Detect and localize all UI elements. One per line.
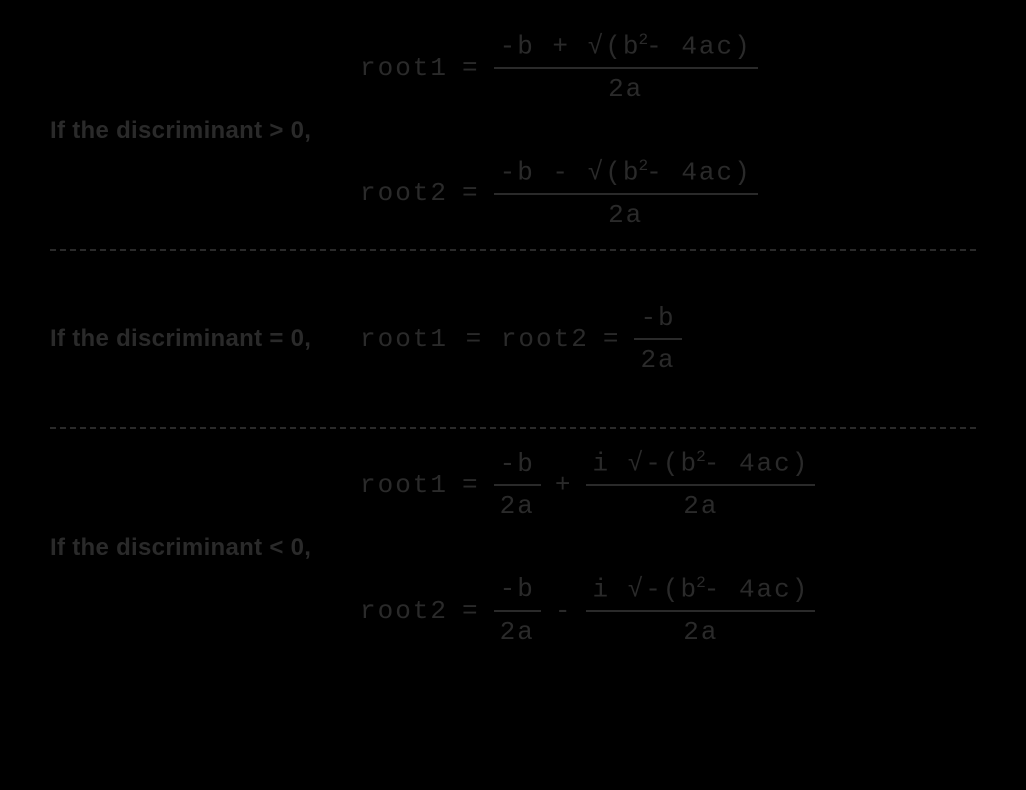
numerator: i √-(b2- 4ac) bbox=[586, 447, 815, 484]
equals-sign: = bbox=[462, 596, 480, 626]
formula-root2: root2 = -b - √(b2- 4ac) 2a bbox=[360, 156, 976, 232]
operator: - bbox=[555, 596, 573, 626]
case-negative-discriminant: If the discriminant < 0, root1 = -b 2a +… bbox=[50, 447, 976, 648]
formula-group: root1 = -b 2a + i √-(b2- 4ac) 2a root2 =… bbox=[360, 447, 976, 648]
numerator: -b bbox=[494, 573, 541, 610]
formula-group: root1 = root2 = -b 2a bbox=[360, 302, 976, 377]
denominator: 2a bbox=[494, 484, 541, 523]
lhs: root1 = root2 bbox=[360, 324, 589, 354]
condition-label: If the discriminant > 0, bbox=[50, 117, 360, 145]
formula-root1: root1 = -b + √(b2- 4ac) 2a bbox=[360, 30, 976, 106]
fraction-real: -b 2a bbox=[494, 448, 541, 523]
lhs: root1 bbox=[360, 53, 448, 83]
denominator: 2a bbox=[586, 484, 815, 523]
diagram-root: If the discriminant > 0, root1 = -b + √(… bbox=[0, 0, 1026, 679]
numerator: -b + √(b2- 4ac) bbox=[494, 30, 758, 67]
formula-root2-complex: root2 = -b 2a - i √-(b2- 4ac) 2a bbox=[360, 573, 976, 649]
fraction: -b 2a bbox=[634, 302, 681, 377]
equals-sign: = bbox=[462, 470, 480, 500]
lhs: root2 bbox=[360, 596, 448, 626]
fraction-imag: i √-(b2- 4ac) 2a bbox=[586, 573, 815, 649]
case-positive-discriminant: If the discriminant > 0, root1 = -b + √(… bbox=[50, 30, 976, 231]
equals-sign: = bbox=[603, 324, 621, 354]
denominator: 2a bbox=[494, 67, 758, 106]
divider bbox=[50, 249, 976, 251]
fraction-imag: i √-(b2- 4ac) 2a bbox=[586, 447, 815, 523]
equals-sign: = bbox=[462, 178, 480, 208]
formula-group: root1 = -b + √(b2- 4ac) 2a root2 = -b - … bbox=[360, 30, 976, 231]
case-zero-discriminant: If the discriminant = 0, root1 = root2 =… bbox=[50, 269, 976, 409]
fraction: -b + √(b2- 4ac) 2a bbox=[494, 30, 758, 106]
divider bbox=[50, 427, 976, 429]
equals-sign: = bbox=[462, 53, 480, 83]
fraction-real: -b 2a bbox=[494, 573, 541, 648]
denominator: 2a bbox=[494, 610, 541, 649]
condition-label: If the discriminant = 0, bbox=[50, 325, 360, 353]
operator: + bbox=[555, 470, 573, 500]
fraction: -b - √(b2- 4ac) 2a bbox=[494, 156, 758, 232]
denominator: 2a bbox=[494, 193, 758, 232]
numerator: -b - √(b2- 4ac) bbox=[494, 156, 758, 193]
numerator: i √-(b2- 4ac) bbox=[586, 573, 815, 610]
condition-label: If the discriminant < 0, bbox=[50, 534, 360, 562]
numerator: -b bbox=[634, 302, 681, 339]
numerator: -b bbox=[494, 448, 541, 485]
lhs: root1 bbox=[360, 470, 448, 500]
lhs: root2 bbox=[360, 178, 448, 208]
formula-equal-roots: root1 = root2 = -b 2a bbox=[360, 302, 976, 377]
formula-root1-complex: root1 = -b 2a + i √-(b2- 4ac) 2a bbox=[360, 447, 976, 523]
denominator: 2a bbox=[634, 338, 681, 377]
denominator: 2a bbox=[586, 610, 815, 649]
